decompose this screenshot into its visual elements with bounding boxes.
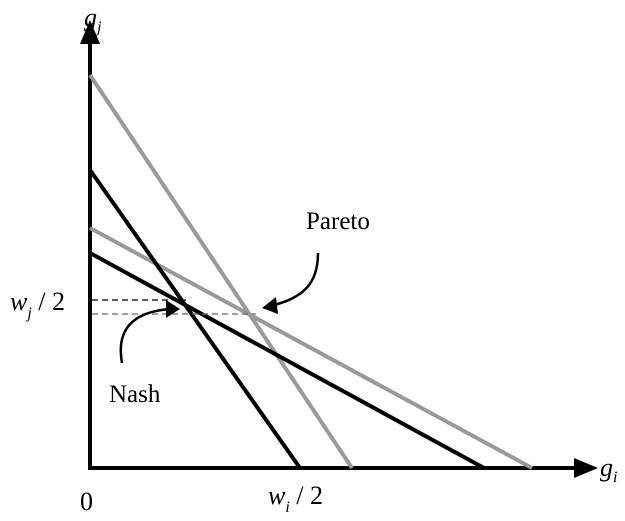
wj-half-label: wj / 2	[10, 287, 65, 322]
pareto-arrowhead-icon	[262, 297, 278, 314]
nash-arrowhead-icon	[166, 300, 180, 318]
nash-callout-arrow-icon	[119, 307, 171, 364]
black-line-shallow	[89, 251, 485, 470]
pareto-label: Pareto	[306, 208, 370, 235]
origin-label: 0	[80, 487, 93, 516]
wi-half-label: wi / 2	[268, 481, 323, 516]
x-axis-label: gi	[600, 453, 617, 486]
gray-line-shallow	[89, 226, 533, 470]
y-axis-label: gj	[84, 3, 102, 36]
black-line-steep	[88, 168, 302, 470]
y-axis-arrow-icon	[80, 20, 100, 44]
pareto-callout-arrow-icon	[269, 252, 320, 308]
nash-label: Nash	[109, 381, 161, 408]
x-axis-arrow-icon	[574, 458, 598, 478]
gray-line-steep	[88, 73, 354, 470]
